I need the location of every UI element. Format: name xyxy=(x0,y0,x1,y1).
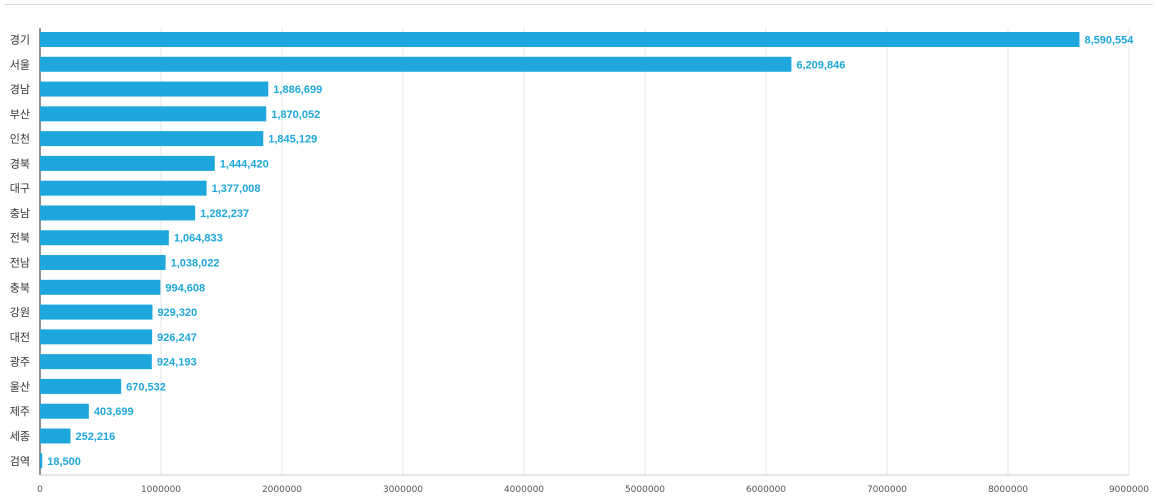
bar xyxy=(40,378,122,394)
value-label: 1,886,699 xyxy=(273,84,322,96)
x-tick-label: 7000000 xyxy=(867,485,907,495)
value-label: 994,608 xyxy=(165,282,205,294)
category-label: 전북 xyxy=(10,232,30,245)
category-label: 서울 xyxy=(10,58,30,71)
category-label: 경북 xyxy=(10,157,30,170)
bar xyxy=(40,56,792,72)
x-tick-label: 9000000 xyxy=(1109,485,1149,495)
category-label: 대전 xyxy=(10,331,30,344)
x-tick-label: 1000000 xyxy=(141,485,181,495)
bar xyxy=(40,32,1080,47)
bar xyxy=(40,106,267,122)
top-divider xyxy=(4,4,1153,5)
category-label: 인천 xyxy=(10,132,30,146)
category-label: 강원 xyxy=(10,306,30,319)
value-label: 1,870,052 xyxy=(271,109,320,121)
bar xyxy=(40,304,153,320)
value-label: 926,247 xyxy=(157,332,197,344)
value-label: 1,444,420 xyxy=(220,158,269,170)
x-tick-label: 4000000 xyxy=(504,485,544,495)
x-tick-label: 0 xyxy=(37,485,43,495)
category-label: 충남 xyxy=(10,207,30,220)
value-label: 8,590,554 xyxy=(1084,35,1134,47)
value-label: 18,500 xyxy=(47,456,81,468)
bar xyxy=(40,180,207,196)
x-tick-label: 8000000 xyxy=(988,485,1028,495)
category-label: 부산 xyxy=(10,108,30,121)
value-label: 1,377,008 xyxy=(212,183,261,195)
value-label: 670,532 xyxy=(126,381,166,393)
category-label: 경남 xyxy=(10,83,30,96)
category-label: 충북 xyxy=(10,281,30,294)
bar xyxy=(40,255,166,271)
x-tick-label: 2000000 xyxy=(262,485,302,495)
bar xyxy=(40,428,71,444)
value-label: 924,193 xyxy=(157,357,197,369)
bar xyxy=(40,230,169,246)
x-tick-label: 6000000 xyxy=(746,485,786,495)
bar xyxy=(40,453,43,469)
category-label: 경기 xyxy=(10,34,30,47)
bar xyxy=(40,205,196,221)
bar xyxy=(40,354,152,370)
category-label: 대구 xyxy=(10,182,30,195)
x-tick-label: 3000000 xyxy=(383,485,423,495)
bar xyxy=(40,81,269,97)
category-label: 세종 xyxy=(10,430,30,443)
value-label: 1,845,129 xyxy=(268,134,317,146)
bar xyxy=(40,329,153,345)
category-label: 전남 xyxy=(10,257,30,270)
bar xyxy=(40,403,89,419)
category-label: 광주 xyxy=(10,356,30,369)
category-label: 검역 xyxy=(10,455,30,468)
bar xyxy=(40,279,161,295)
category-label: 제주 xyxy=(10,405,30,418)
value-label: 1,282,237 xyxy=(200,208,249,220)
value-label: 252,216 xyxy=(76,431,116,443)
bar xyxy=(40,131,264,147)
bar xyxy=(40,155,215,171)
category-label: 울산 xyxy=(10,380,30,393)
x-tick-label: 5000000 xyxy=(625,485,665,495)
value-label: 1,038,022 xyxy=(171,258,220,270)
value-label: 6,209,846 xyxy=(796,59,845,71)
value-label: 403,699 xyxy=(94,406,134,418)
value-label: 929,320 xyxy=(157,307,197,319)
value-label: 1,064,833 xyxy=(174,233,223,245)
